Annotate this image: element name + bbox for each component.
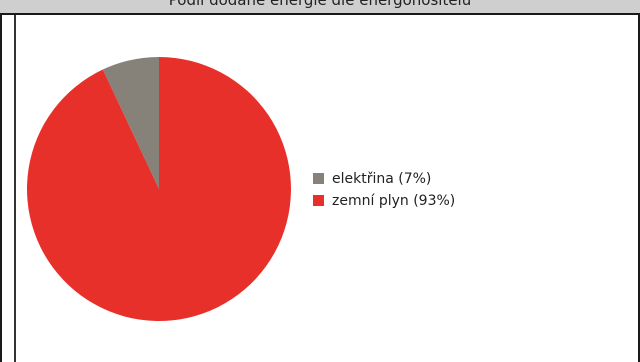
chart-header: Podíl dodané energie dle energonositelů bbox=[0, 0, 640, 15]
pie-slice-0 bbox=[102, 57, 159, 189]
legend-label-1: zemní plyn (93%) bbox=[332, 193, 455, 209]
chart-title: Podíl dodané energie dle energonositelů bbox=[168, 0, 472, 9]
pie-slice-1 bbox=[26, 57, 291, 321]
pie-slices bbox=[26, 57, 291, 321]
legend-swatch-0 bbox=[313, 173, 324, 184]
legend-label-0: elektřina (7%) bbox=[332, 171, 431, 187]
chart-legend: elektřina (7%) zemní plyn (93%) bbox=[313, 171, 455, 209]
legend-swatch-1 bbox=[313, 195, 324, 206]
left-divider bbox=[14, 15, 16, 362]
